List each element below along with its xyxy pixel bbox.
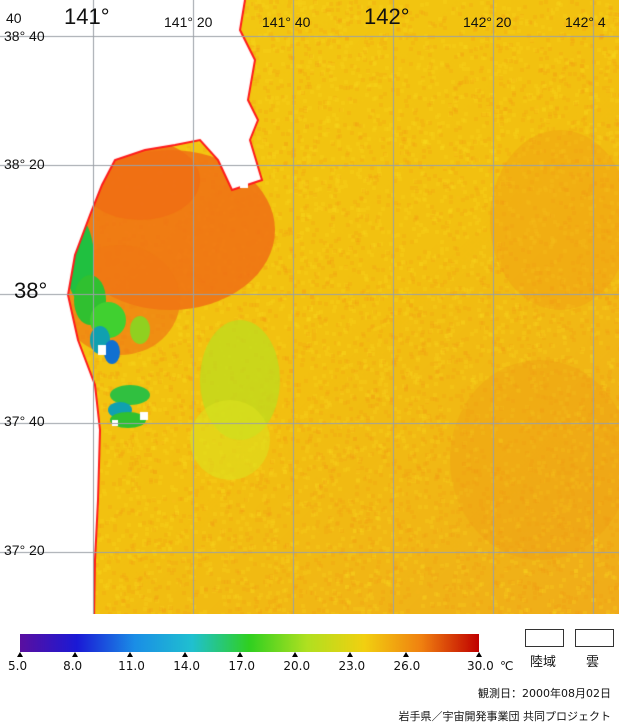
colorbar-tick-mark (17, 652, 23, 657)
lon-label-142-20: 142° 20 (463, 14, 512, 30)
colorbar-unit: ℃ (500, 659, 514, 673)
land-legend-swatch (525, 629, 564, 647)
lat-label-38-20: 38° 20 (4, 156, 45, 172)
lon-label-141-40: 141° 40 (262, 14, 311, 30)
colorbar-tick-mark (476, 652, 482, 657)
lat-label-38: 38° (14, 278, 48, 303)
sst-map (0, 0, 619, 614)
colorbar-tick-label: 14.0 (173, 659, 200, 673)
corner-fragment-label: 40 (6, 10, 22, 26)
colorbar-tick-label: 20.0 (283, 659, 311, 673)
colorbar-tick-label: 23.0 (338, 659, 366, 673)
colorbar-tick-mark (127, 652, 134, 657)
cloud-legend-swatch (575, 629, 614, 647)
lat-label-38-40: 38° 40 (4, 28, 45, 44)
colorbar-tick-label: 5.0 (8, 659, 28, 673)
temperature-colorbar (20, 634, 479, 652)
colorbar-tick-label: 11.0 (118, 659, 145, 673)
colorbar-tick-label: 30.0 (467, 659, 494, 673)
lon-label-141-20: 141° 20 (164, 14, 213, 30)
colorbar-tick-mark (182, 652, 189, 657)
colorbar-tick-mark (72, 652, 79, 657)
colorbar-tick-label: 8.0 (63, 659, 83, 673)
land-legend-label: 陸域 (530, 655, 557, 670)
colorbar-tick-label: 17.0 (228, 659, 256, 673)
lon-label-142: 142° (364, 4, 410, 29)
lat-label-37-40: 37° 40 (4, 413, 45, 429)
credit-line: 岩手県／宇宙開発事業団 共同プロジェクト (398, 710, 612, 723)
lon-label-141: 141° (64, 4, 110, 29)
lat-label-37-20: 37° 20 (4, 542, 45, 558)
colorbar-tick-mark (292, 652, 299, 657)
colorbar-tick-mark (237, 652, 244, 657)
observation-date: 観測日：2000年08月02日 (478, 687, 611, 700)
colorbar-tick-mark (347, 652, 354, 657)
cloud-legend-label: 雲 (586, 655, 600, 670)
lon-label-142-40: 142° 4 (565, 14, 606, 30)
colorbar-tick-mark (402, 652, 409, 657)
colorbar-tick-label: 26.0 (393, 659, 421, 673)
